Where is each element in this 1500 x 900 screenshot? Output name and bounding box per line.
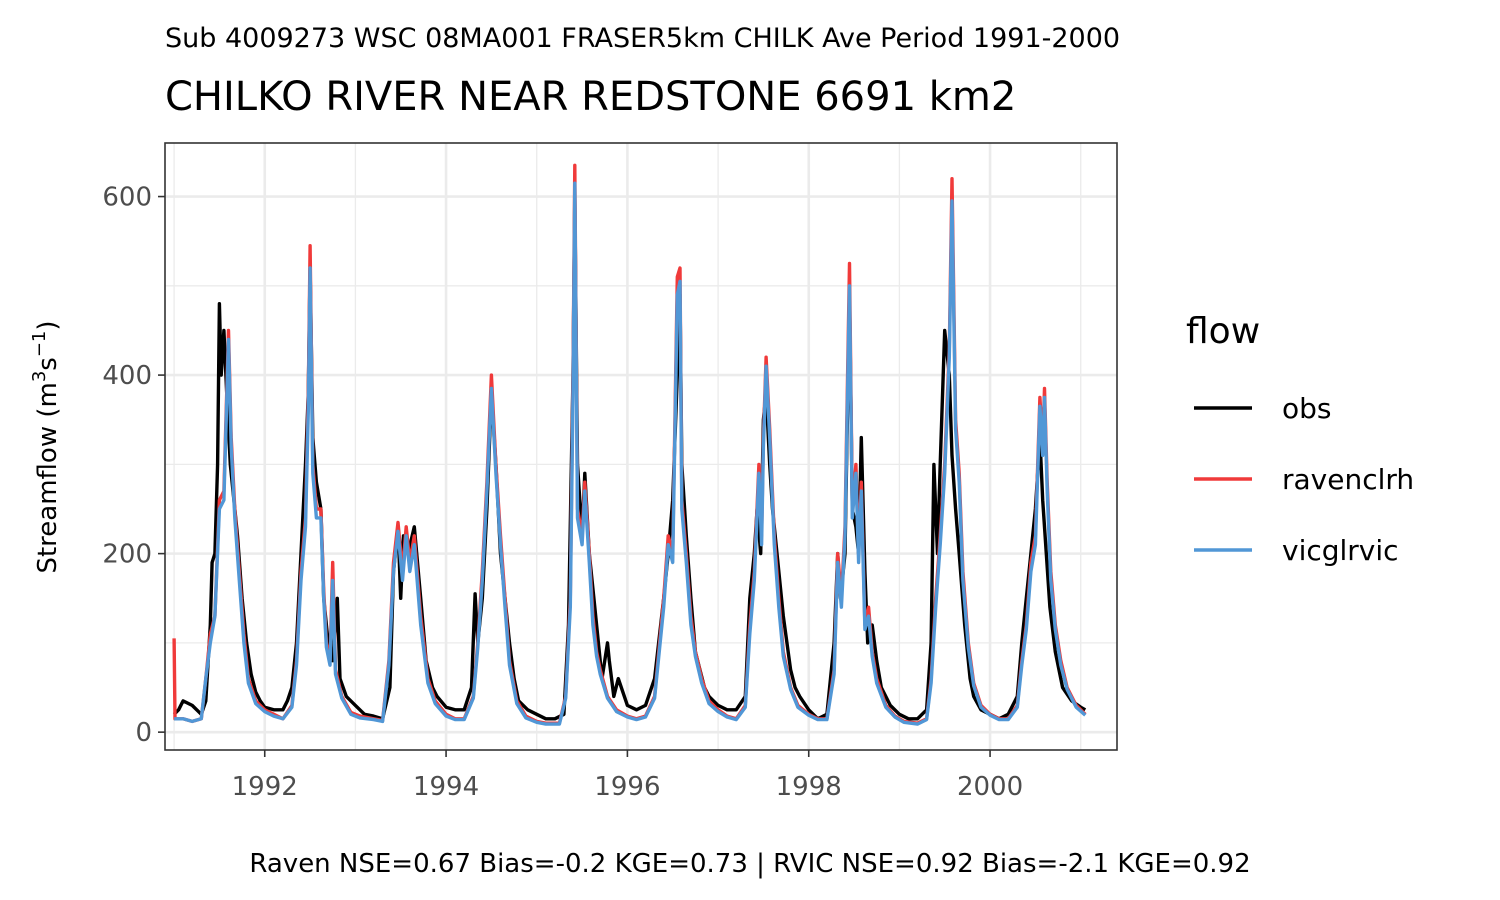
legend-label-obs: obs (1282, 392, 1332, 425)
series-line-vicglrvic (174, 181, 1087, 726)
x-axis: 1992 1994 1996 1998 2000 (232, 750, 1023, 802)
y-axis-label-mid: s (33, 357, 63, 371)
series-layer (172, 163, 1087, 726)
y-axis-label: Streamflow (m3s−1) (29, 320, 63, 573)
y-tick-label: 600 (102, 183, 152, 213)
x-tick-label: 1996 (594, 772, 660, 802)
y-tick-label: 0 (135, 718, 152, 748)
y-axis-label-sup1: 3 (29, 371, 50, 382)
y-axis-label-sup2: −1 (29, 331, 50, 358)
y-axis: 0 200 400 600 (102, 183, 165, 748)
chart-caption: Raven NSE=0.67 Bias=-0.2 KGE=0.73 | RVIC… (249, 849, 1250, 879)
legend-title: flow (1186, 311, 1260, 352)
y-tick-label: 200 (102, 540, 152, 570)
y-tick-label: 400 (102, 361, 152, 391)
legend-label-vicglrvic: vicglrvic (1282, 534, 1399, 567)
y-axis-label-main: Streamflow (m (33, 382, 63, 573)
chart-title: CHILKO RIVER NEAR REDSTONE 6691 km2 (165, 74, 1016, 120)
x-tick-label: 2000 (957, 772, 1023, 802)
legend: flow obs ravenclrh vicglrvic (1186, 311, 1414, 567)
y-axis-label-end: ) (33, 320, 63, 330)
chart-subtitle: Sub 4009273 WSC 08MA001 FRASER5km CHILK … (165, 23, 1120, 54)
plot-border (164, 142, 1118, 751)
legend-label-ravenclrh: ravenclrh (1282, 463, 1414, 496)
x-tick-label: 1998 (776, 772, 842, 802)
x-tick-label: 1994 (413, 772, 479, 802)
x-tick-label: 1992 (232, 772, 298, 802)
grid-minor (165, 143, 1117, 750)
